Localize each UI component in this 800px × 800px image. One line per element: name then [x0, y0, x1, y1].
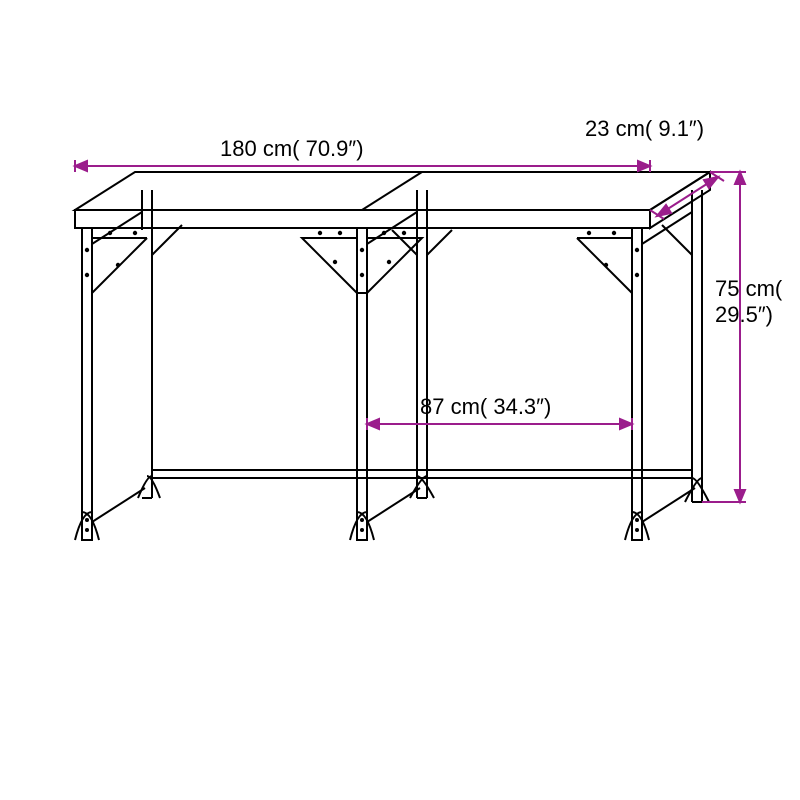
dimension-diagram: 180 cm( 70.9″) 23 cm( 9.1″) 75 cm( 29.5″… [0, 0, 800, 800]
label-depth: 23 cm( 9.1″) [585, 116, 704, 141]
dimension-lines [75, 160, 746, 502]
dim-inner [367, 418, 632, 430]
svg-text:75 cm(: 75 cm( [715, 276, 783, 301]
dim-depth [650, 172, 724, 219]
dim-height [702, 172, 746, 502]
label-height-stack: 75 cm( 29.5″) [715, 276, 783, 327]
dim-width [75, 160, 650, 172]
svg-text:29.5″): 29.5″) [715, 302, 773, 327]
table-outline [75, 172, 710, 540]
label-inner: 87 cm( 34.3″) [420, 394, 551, 419]
label-width: 180 cm( 70.9″) [220, 136, 364, 161]
